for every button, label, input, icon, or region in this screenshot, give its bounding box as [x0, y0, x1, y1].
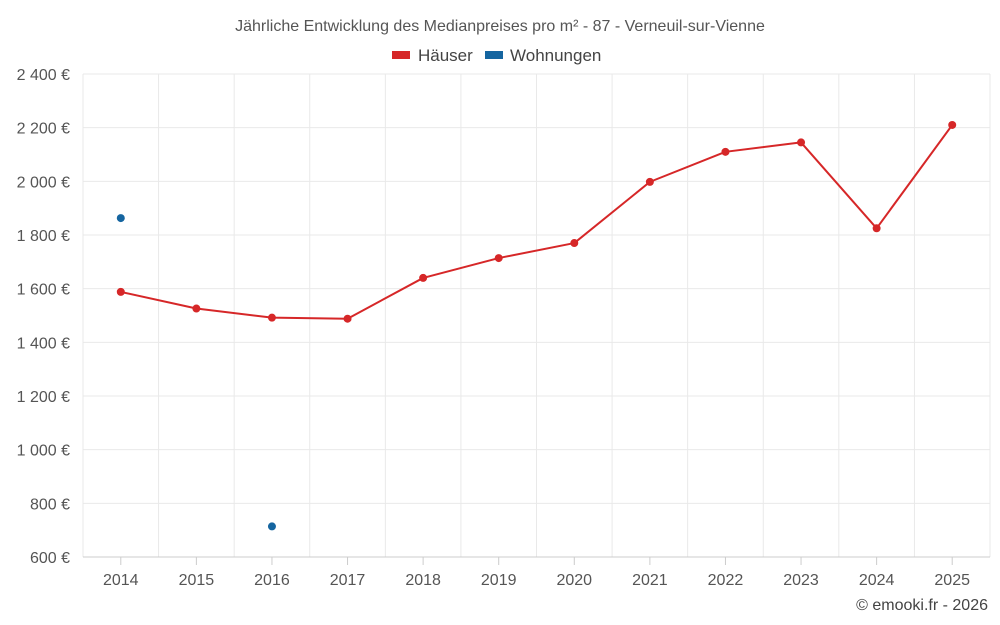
x-tick-label: 2016	[254, 572, 290, 589]
x-tick-label: 2018	[405, 572, 441, 589]
series-line	[120, 124, 954, 320]
data-point[interactable]	[721, 147, 730, 156]
data-point[interactable]	[343, 314, 352, 323]
legend-item-haeuser[interactable]: Häuser	[392, 46, 473, 65]
x-tick-label: 2014	[103, 572, 139, 589]
x-tick-label: 2017	[330, 572, 366, 589]
y-tick-label: 1 200 €	[17, 389, 70, 406]
y-tick-label: 1 800 €	[17, 228, 70, 245]
x-tick-label: 2019	[481, 572, 517, 589]
data-point[interactable]	[797, 138, 806, 147]
legend-label: Häuser	[418, 46, 473, 65]
data-point[interactable]	[267, 313, 276, 322]
x-tick-label: 2015	[179, 572, 215, 589]
grid	[82, 73, 991, 558]
legend-label: Wohnungen	[510, 46, 601, 65]
y-tick-label: 2 400 €	[17, 67, 70, 84]
data-point[interactable]	[116, 287, 125, 296]
data-point[interactable]	[267, 522, 276, 531]
axes: 600 € 800 € 1 000 € 1 200 € 1 400 € 1 600 € 1 …	[17, 67, 990, 589]
data-point[interactable]	[948, 120, 957, 129]
legend-item-wohnungen[interactable]: Wohnungen	[485, 46, 601, 65]
x-tick-label: 2021	[632, 572, 668, 589]
y-tick-label: 2 200 €	[17, 121, 70, 138]
x-tick-label: 2024	[859, 572, 895, 589]
data-point[interactable]	[192, 304, 201, 313]
series-layer	[116, 120, 957, 531]
credit-text: © emooki.fr - 2026	[856, 597, 988, 614]
data-point[interactable]	[570, 239, 579, 248]
x-tick-label: 2022	[708, 572, 744, 589]
data-point[interactable]	[872, 224, 881, 233]
chart-title: Jährliche Entwicklung des Medianpreises …	[235, 18, 765, 35]
legend-swatch	[485, 51, 503, 59]
series-haeuser	[116, 120, 957, 323]
legend-swatch	[392, 51, 410, 59]
legend: Häuser Wohnungen	[392, 46, 601, 65]
series-wohnungen	[116, 214, 276, 531]
data-point[interactable]	[116, 214, 125, 223]
y-tick-label: 1 600 €	[17, 282, 70, 299]
y-tick-label: 800 €	[30, 496, 70, 513]
x-tick-label: 2025	[934, 572, 970, 589]
x-tick-label: 2020	[556, 572, 592, 589]
y-tick-label: 600 €	[30, 550, 70, 567]
data-point[interactable]	[419, 273, 428, 282]
x-tick-label: 2023	[783, 572, 819, 589]
y-tick-label: 1 400 €	[17, 335, 70, 352]
data-point[interactable]	[494, 254, 503, 263]
y-tick-label: 2 000 €	[17, 174, 70, 191]
y-tick-label: 1 000 €	[17, 443, 70, 460]
data-point[interactable]	[645, 177, 654, 186]
